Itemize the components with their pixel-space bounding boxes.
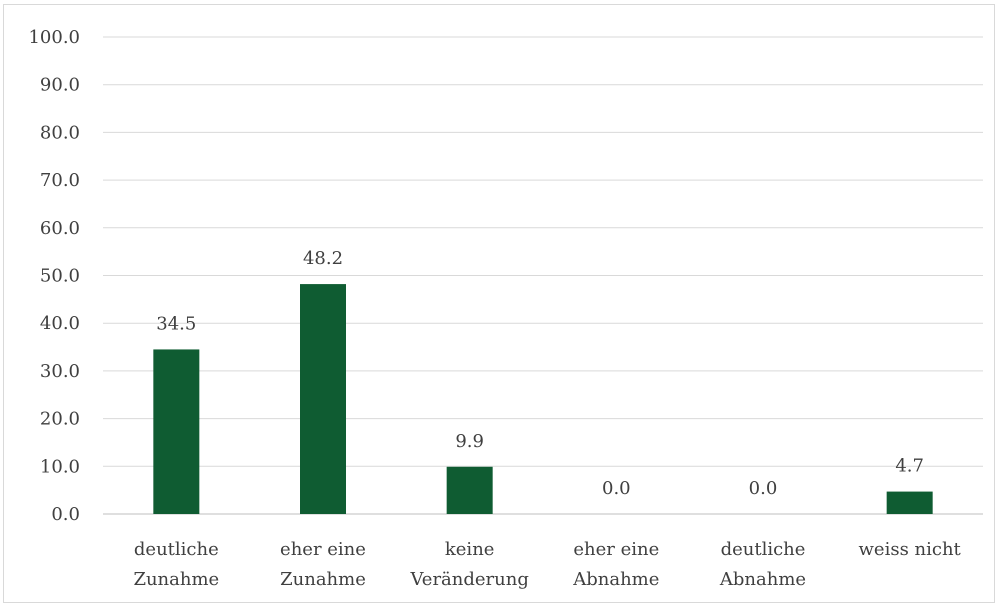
- data-label: 48.2: [303, 248, 343, 269]
- category-label: Abnahme: [719, 569, 806, 590]
- category-label: eher eine: [280, 539, 366, 560]
- data-label: 9.9: [455, 431, 484, 452]
- category-label: deutliche: [134, 539, 219, 560]
- y-tick-label: 100.0: [28, 27, 80, 48]
- bar: [886, 491, 933, 514]
- category-labels: deutliche Zunahme eher eine Zunahme keine Ver…: [133, 539, 961, 590]
- category-label: deutliche: [721, 539, 806, 560]
- category-label: eher eine: [573, 539, 659, 560]
- data-label: 0.0: [749, 478, 778, 499]
- category-label: keine: [445, 539, 495, 560]
- y-tick-label: 0.0: [51, 504, 80, 525]
- y-axis-tick-labels: 0.0 10.0 20.0 30.0 40.0 50.0 60.0 70.0 80.0 90.0 1…: [28, 27, 80, 525]
- gridlines: [103, 36, 983, 515]
- bar: [446, 466, 493, 514]
- y-tick-label: 30.0: [40, 361, 80, 382]
- data-labels: 34.5 48.2 9.9 0.0 0.0 4.7: [156, 248, 924, 499]
- y-tick-label: 20.0: [40, 409, 80, 430]
- category-label: Zunahme: [280, 569, 366, 590]
- bar: [153, 349, 200, 514]
- data-label: 34.5: [156, 313, 196, 334]
- y-tick-label: 50.0: [40, 266, 80, 287]
- category-label: weiss nicht: [859, 539, 962, 560]
- data-label: 4.7: [895, 456, 924, 477]
- y-tick-label: 60.0: [40, 218, 80, 239]
- data-label: 0.0: [602, 478, 631, 499]
- y-tick-label: 40.0: [40, 313, 80, 334]
- category-label: Zunahme: [133, 569, 219, 590]
- y-tick-label: 90.0: [40, 75, 80, 96]
- y-tick-label: 10.0: [40, 456, 80, 477]
- category-label: Abnahme: [572, 569, 659, 590]
- y-tick-label: 80.0: [40, 122, 80, 143]
- bar: [300, 284, 346, 514]
- category-label: Veränderung: [409, 569, 528, 590]
- bars: [153, 284, 933, 514]
- y-tick-label: 70.0: [40, 170, 80, 191]
